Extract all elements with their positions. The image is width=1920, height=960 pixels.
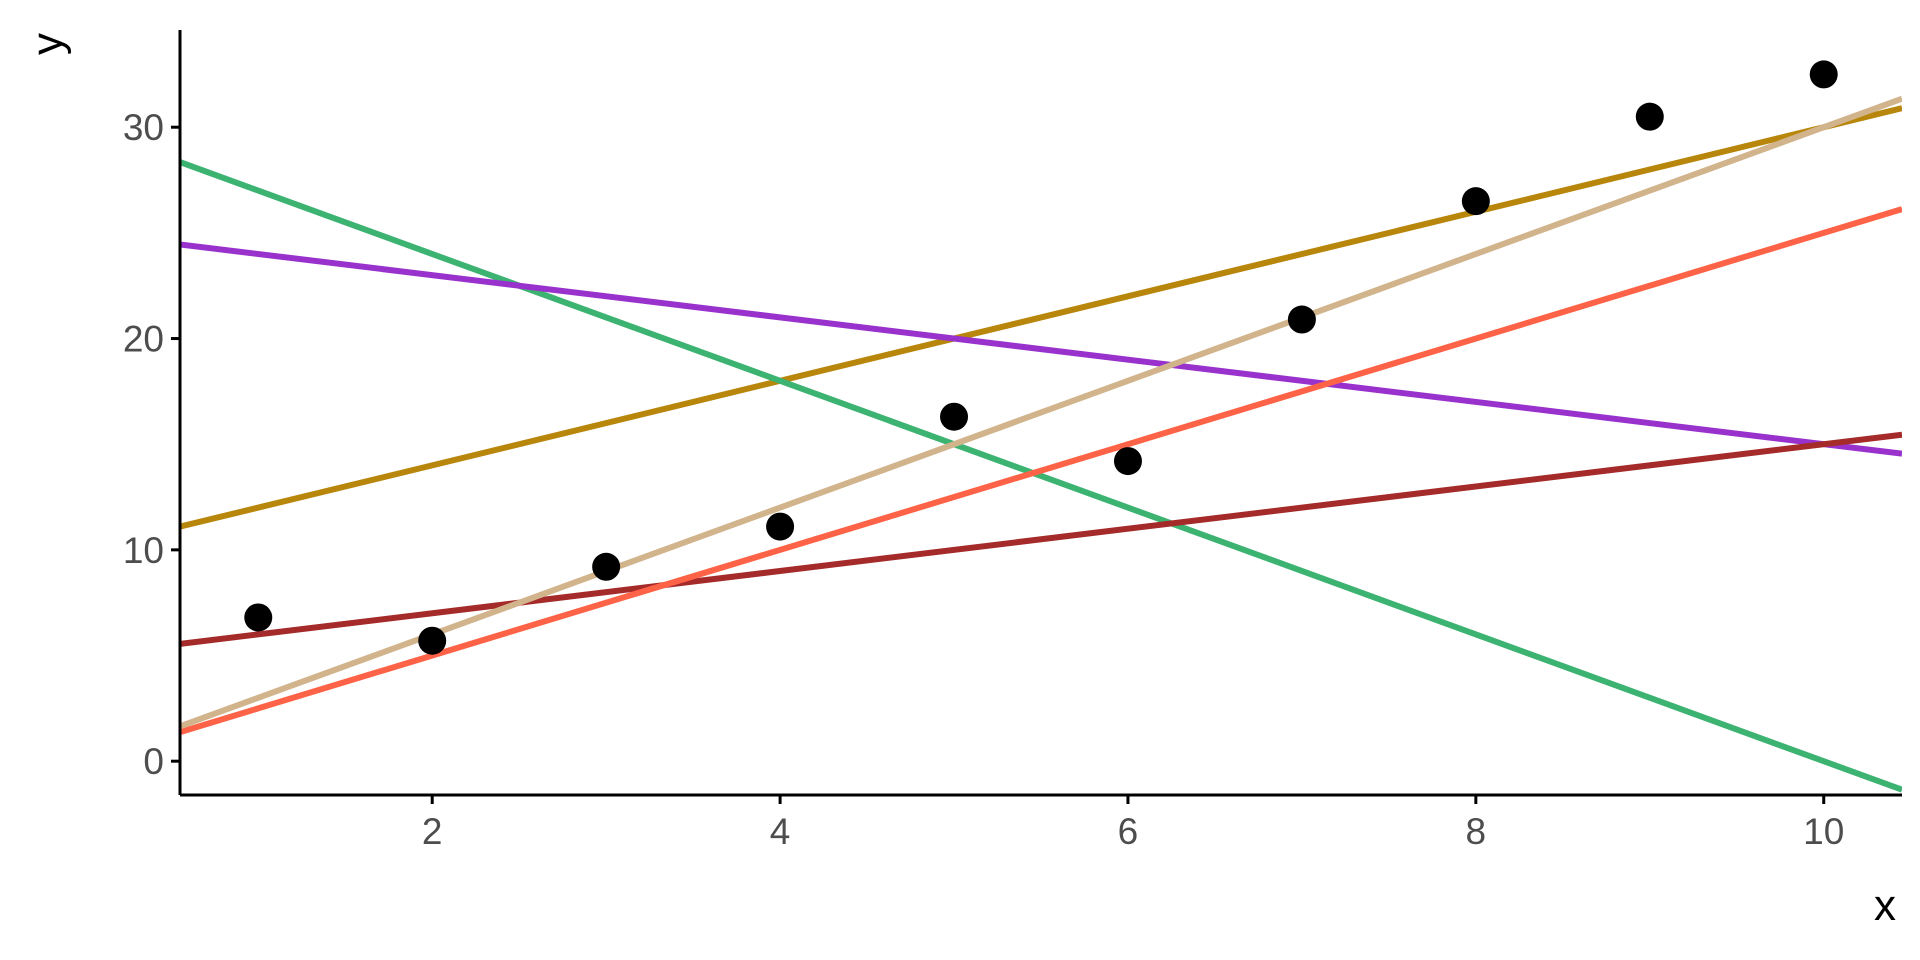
data-point xyxy=(244,603,273,632)
y-axis-title: y xyxy=(23,33,72,55)
y-tick-label: 20 xyxy=(123,319,164,360)
data-points xyxy=(244,60,1838,655)
data-point xyxy=(1287,305,1316,334)
x-axis-title: x xyxy=(1874,881,1896,930)
fit-line-5 xyxy=(180,206,1902,736)
x-axis-ticks: 2 4 6 8 10 xyxy=(422,795,1844,852)
data-point xyxy=(1461,187,1490,216)
fit-line-4 xyxy=(180,431,1902,647)
data-point xyxy=(766,512,795,541)
data-point xyxy=(940,402,969,431)
x-tick-label: 6 xyxy=(1118,811,1139,852)
y-tick-label: 30 xyxy=(123,107,164,148)
fit-lines xyxy=(180,95,1902,793)
y-tick-label: 0 xyxy=(143,741,164,782)
data-point xyxy=(1809,60,1838,89)
fit-line-1 xyxy=(180,105,1902,530)
axes xyxy=(178,30,1902,797)
x-tick-label: 4 xyxy=(770,811,791,852)
fit-line-3 xyxy=(180,241,1902,457)
x-tick-label: 8 xyxy=(1466,811,1487,852)
y-tick-label: 10 xyxy=(123,530,164,571)
data-point xyxy=(418,626,447,655)
fit-line-2 xyxy=(180,159,1902,793)
x-tick-label: 2 xyxy=(422,811,443,852)
data-point xyxy=(1113,447,1142,476)
data-point xyxy=(592,552,621,581)
x-tick-label: 10 xyxy=(1803,811,1844,852)
fit-line-6 xyxy=(180,95,1902,730)
y-axis-ticks: 0 10 20 30 xyxy=(123,107,180,782)
data-point xyxy=(1635,102,1664,131)
